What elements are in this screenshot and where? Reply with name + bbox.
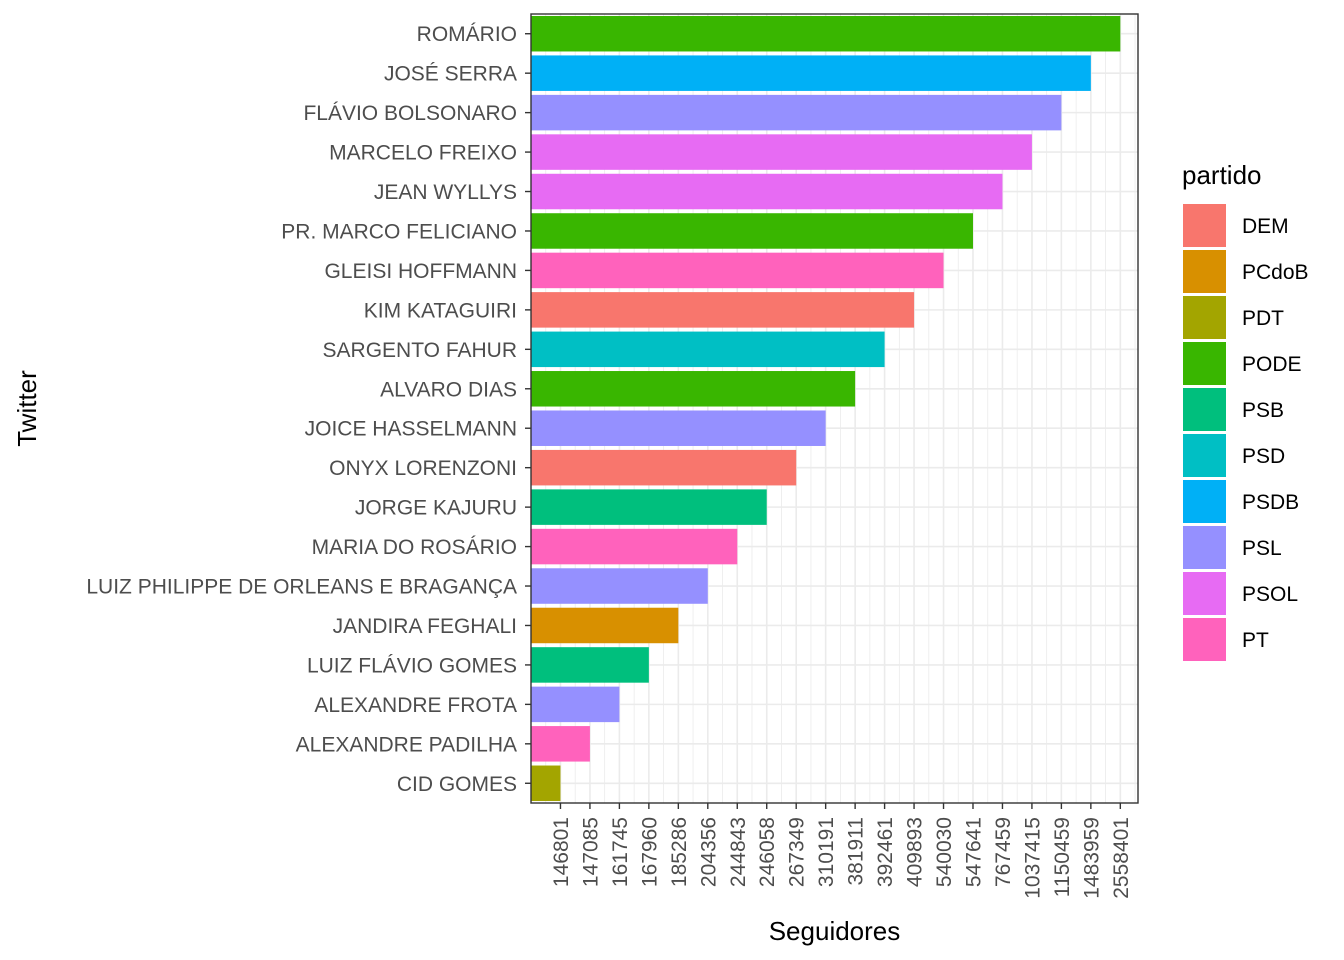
legend-label: DEM — [1242, 215, 1289, 238]
y-tick-label: ALEXANDRE PADILHA — [296, 733, 517, 756]
x-tick-label: 2558401 — [1110, 817, 1133, 899]
x-tick-label: 244843 — [727, 817, 750, 887]
bar-layer — [531, 15, 1121, 802]
bar — [531, 489, 767, 525]
panel-border — [530, 13, 1139, 804]
bar — [531, 252, 944, 289]
x-tick-label: 147085 — [579, 817, 602, 887]
legend-label: PSOL — [1242, 583, 1298, 606]
bar — [531, 15, 1121, 52]
y-tick-label: MARCELO FREIXO — [329, 142, 517, 165]
legend-label: PSB — [1242, 399, 1284, 422]
x-tick-label: 547641 — [962, 817, 985, 887]
y-tick-label: CID GOMES — [397, 773, 517, 796]
x-tick-label: 167960 — [638, 817, 661, 887]
bar — [531, 134, 1032, 170]
bar — [531, 213, 973, 249]
legend-title: partido — [1182, 160, 1262, 190]
x-tick-label: 381911 — [845, 817, 868, 886]
bar — [531, 55, 1091, 91]
legend-key — [1183, 204, 1226, 247]
y-tick-label: ONYX LORENZONI — [329, 457, 517, 480]
bar — [531, 449, 797, 486]
y-axis-title: Twitter — [12, 370, 42, 447]
grid-layer — [531, 14, 1138, 803]
x-tick-label: 246058 — [756, 817, 779, 887]
bar — [531, 528, 738, 565]
legend-key — [1183, 526, 1226, 569]
y-tick-label: JOSÉ SERRA — [384, 63, 517, 86]
legend-key — [1183, 618, 1226, 661]
y-tick-label: SARGENTO FAHUR — [323, 339, 517, 362]
y-tick-label: FLÁVIO BOLSONARO — [303, 102, 517, 125]
x-tick-label: 540030 — [933, 817, 956, 887]
legend-key — [1183, 296, 1226, 339]
x-tick-label: 310191 — [815, 817, 838, 887]
y-tick-label: JANDIRA FEGHALI — [333, 615, 517, 638]
legend-label: PSD — [1242, 445, 1285, 468]
x-tick-label: 1483959 — [1080, 817, 1103, 899]
y-tick-label: ALEXANDRE FROTA — [314, 694, 517, 717]
x-tick-label: 767459 — [992, 817, 1015, 887]
x-tick-label: 146801 — [550, 817, 573, 887]
bar — [531, 173, 1003, 210]
bar — [531, 371, 856, 407]
y-axis: ROMÁRIO JOSÉ SERRA FLÁVIO BOLSONARO MARCELO… — [86, 23, 531, 796]
bar — [531, 647, 649, 683]
legend-label: PSL — [1242, 537, 1282, 560]
x-axis: 146801 147085 161745 167960 185286 204356 2448… — [550, 803, 1133, 899]
legend-key — [1183, 250, 1226, 293]
bar — [531, 607, 679, 644]
x-tick-label: 392461 — [874, 817, 897, 887]
y-tick-label: GLEISI HOFFMANN — [324, 260, 517, 283]
x-tick-label: 204356 — [697, 817, 720, 887]
x-tick-label: 161745 — [609, 817, 632, 887]
bar — [531, 765, 561, 802]
legend-key — [1183, 572, 1226, 615]
legend-key — [1183, 342, 1226, 385]
legend-label: PCdoB — [1242, 261, 1309, 284]
y-tick-label: ALVARO DIAS — [380, 378, 517, 401]
y-tick-label: LUIZ PHILIPPE DE ORLEANS E BRAGANÇA — [86, 576, 517, 599]
bar — [531, 726, 590, 762]
y-tick-label: JEAN WYLLYS — [374, 181, 517, 204]
y-tick-label: JORGE KAJURU — [355, 497, 517, 520]
x-tick-label: 267349 — [786, 817, 809, 887]
bar — [531, 686, 620, 723]
y-tick-label: PR. MARCO FELICIANO — [281, 220, 517, 243]
legend-label: PODE — [1242, 353, 1302, 376]
legend-label: PDT — [1242, 307, 1284, 330]
y-tick-label: LUIZ FLÁVIO GOMES — [307, 654, 517, 677]
x-tick-label: 409893 — [904, 817, 927, 887]
legend-label: PSDB — [1242, 491, 1299, 514]
legend-key — [1183, 388, 1226, 431]
y-tick-label: KIM KATAGUIRI — [364, 299, 517, 322]
bar — [531, 331, 885, 368]
legend-key — [1183, 434, 1226, 477]
x-tick-label: 185286 — [668, 817, 691, 887]
legend-key — [1183, 480, 1226, 523]
y-tick-label: MARIA DO ROSÁRIO — [312, 536, 517, 559]
x-tick-label: 1037415 — [1021, 817, 1044, 899]
y-tick-label: ROMÁRIO — [417, 23, 517, 46]
bar — [531, 94, 1062, 131]
x-tick-label: 1150459 — [1051, 817, 1074, 897]
bar — [531, 410, 826, 446]
x-axis-title: Seguidores — [769, 916, 901, 946]
legend: partido DEM PCdoB PDT PODE PSB PSD PSDB PSL PSOL… — [1182, 160, 1309, 661]
y-tick-label: JOICE HASSELMANN — [305, 418, 517, 441]
legend-label: PT — [1242, 629, 1269, 652]
bar — [531, 568, 708, 604]
bar — [531, 292, 915, 328]
